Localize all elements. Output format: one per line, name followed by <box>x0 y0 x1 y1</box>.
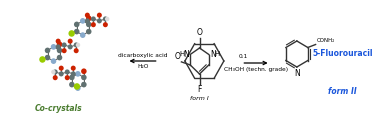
Text: O: O <box>197 28 203 37</box>
Circle shape <box>62 42 67 48</box>
Circle shape <box>71 71 76 76</box>
Text: form II: form II <box>328 87 357 95</box>
Circle shape <box>69 75 74 80</box>
Circle shape <box>74 48 79 53</box>
Text: form I: form I <box>190 96 209 101</box>
Circle shape <box>57 41 62 47</box>
Circle shape <box>57 48 62 53</box>
Circle shape <box>69 82 74 87</box>
Circle shape <box>75 85 81 91</box>
Text: 5-Fluorouracil: 5-Fluorouracil <box>312 49 373 57</box>
Text: N: N <box>294 69 300 78</box>
Circle shape <box>103 22 108 27</box>
Circle shape <box>74 42 79 48</box>
Circle shape <box>80 18 85 24</box>
Text: N: N <box>183 50 189 59</box>
Circle shape <box>68 44 73 49</box>
Circle shape <box>91 22 96 27</box>
Circle shape <box>86 22 91 27</box>
Text: CH₃OH (techn. grade): CH₃OH (techn. grade) <box>224 67 288 72</box>
Text: H: H <box>179 50 184 57</box>
Circle shape <box>68 30 75 37</box>
Circle shape <box>86 29 91 34</box>
Circle shape <box>97 18 102 23</box>
Circle shape <box>86 15 91 21</box>
Text: 0.1: 0.1 <box>239 54 248 60</box>
Circle shape <box>57 55 62 60</box>
Text: O: O <box>175 52 180 61</box>
Circle shape <box>62 48 67 53</box>
Circle shape <box>74 22 79 27</box>
Circle shape <box>51 70 56 74</box>
Circle shape <box>51 58 56 64</box>
Circle shape <box>51 44 56 50</box>
Text: H: H <box>215 50 220 57</box>
Circle shape <box>56 39 60 44</box>
Circle shape <box>81 75 87 80</box>
Text: H₂O: H₂O <box>137 64 148 69</box>
Text: Co-crystals: Co-crystals <box>34 104 82 113</box>
Circle shape <box>45 48 50 53</box>
Circle shape <box>74 83 80 90</box>
Circle shape <box>97 13 102 18</box>
Text: dicarboxylic acid: dicarboxylic acid <box>118 53 167 57</box>
Circle shape <box>71 66 76 71</box>
Circle shape <box>39 56 46 63</box>
Circle shape <box>103 16 108 22</box>
Circle shape <box>75 71 81 77</box>
Circle shape <box>85 13 90 18</box>
Circle shape <box>85 18 90 23</box>
Circle shape <box>53 69 58 75</box>
Circle shape <box>56 44 60 49</box>
Circle shape <box>68 39 73 44</box>
Circle shape <box>59 66 64 71</box>
Circle shape <box>74 29 79 34</box>
Circle shape <box>81 68 87 74</box>
Circle shape <box>65 69 70 75</box>
Text: F: F <box>197 85 202 94</box>
Circle shape <box>91 16 96 22</box>
Circle shape <box>45 55 50 60</box>
Circle shape <box>65 75 70 80</box>
Circle shape <box>76 43 80 47</box>
Circle shape <box>105 17 109 21</box>
Text: CONH₂: CONH₂ <box>316 38 335 44</box>
Circle shape <box>80 32 85 38</box>
Circle shape <box>81 82 87 87</box>
Circle shape <box>53 75 58 80</box>
Text: N: N <box>210 50 215 59</box>
Circle shape <box>59 71 64 76</box>
